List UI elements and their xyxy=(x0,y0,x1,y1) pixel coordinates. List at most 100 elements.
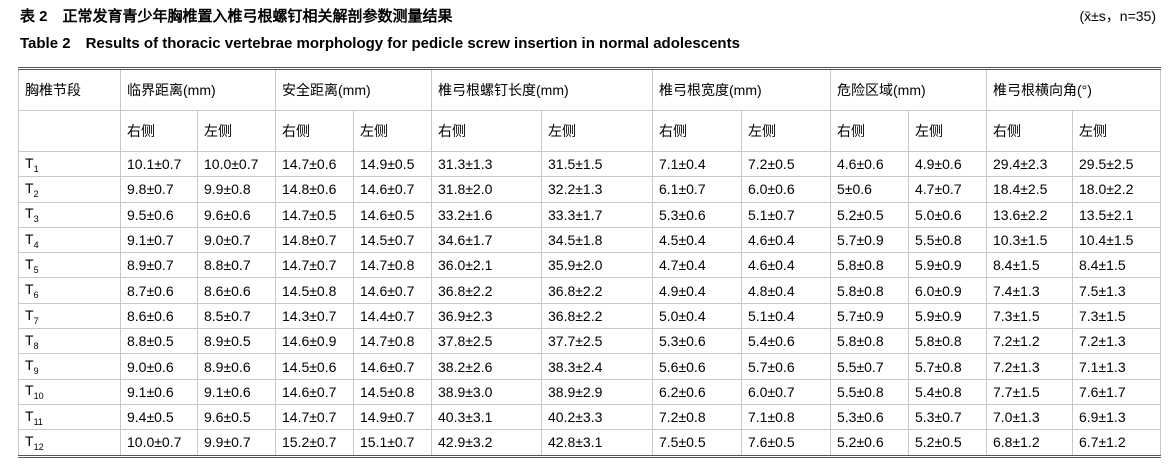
value-cell: 42.8±3.1 xyxy=(541,429,653,457)
segment-number: 3 xyxy=(33,214,39,225)
value-cell: 38.9±2.9 xyxy=(541,378,653,405)
segment-number: 1 xyxy=(33,163,39,174)
value-cell: 5.8±0.8 xyxy=(830,328,909,355)
value-cell: 9.9±0.7 xyxy=(197,429,276,457)
value-cell: 9.0±0.7 xyxy=(197,226,276,254)
value-cell: 7.3±1.5 xyxy=(986,302,1073,330)
side-header: 右侧 xyxy=(830,110,909,152)
value-cell: 5.3±0.6 xyxy=(830,403,909,431)
value-cell: 14.7±0.8 xyxy=(353,328,432,355)
value-cell: 14.3±0.7 xyxy=(275,302,354,330)
value-cell: 15.2±0.7 xyxy=(275,429,354,457)
value-cell: 31.3±1.3 xyxy=(431,150,542,178)
side-header: 右侧 xyxy=(120,110,198,152)
segment-letter: T xyxy=(25,154,34,171)
side-header: 左侧 xyxy=(908,110,987,152)
group-header: 安全距离(mm) xyxy=(275,68,432,111)
value-cell: 40.3±3.1 xyxy=(431,403,542,431)
side-header: 右侧 xyxy=(431,110,542,152)
value-cell: 14.8±0.6 xyxy=(275,176,354,203)
value-cell: 6.0±0.6 xyxy=(741,176,831,203)
value-cell: 15.1±0.7 xyxy=(353,429,432,457)
value-cell: 32.2±1.3 xyxy=(541,176,653,203)
segment-letter: T xyxy=(25,180,34,197)
value-cell: 7.1±1.3 xyxy=(1072,353,1161,380)
value-cell: 5.9±0.9 xyxy=(908,252,987,279)
value-cell: 35.9±2.0 xyxy=(541,252,653,279)
value-cell: 14.7±0.8 xyxy=(353,252,432,279)
value-cell: 7.7±1.5 xyxy=(986,378,1073,405)
value-cell: 14.4±0.7 xyxy=(353,302,432,330)
segment-number: 6 xyxy=(33,290,39,301)
segment-cell: T1 xyxy=(18,150,121,178)
value-cell: 8.9±0.5 xyxy=(197,328,276,355)
value-cell: 8.9±0.6 xyxy=(197,353,276,380)
data-row: T7 8.6±0.6 8.5±0.7 14.3±0.7 14.4±0.7 36.9±2.3… xyxy=(18,302,1161,330)
value-cell: 9.9±0.8 xyxy=(197,176,276,203)
value-cell: 9.5±0.6 xyxy=(120,201,198,228)
value-cell: 13.5±2.1 xyxy=(1072,201,1161,228)
value-cell: 9.6±0.6 xyxy=(197,201,276,228)
side-header: 右侧 xyxy=(652,110,742,152)
value-cell: 14.9±0.7 xyxy=(353,403,432,431)
data-row: T8 8.8±0.5 8.9±0.5 14.6±0.9 14.7±0.8 37.8±2.5… xyxy=(18,328,1161,355)
value-cell: 38.2±2.6 xyxy=(431,353,542,380)
value-cell: 6.0±0.9 xyxy=(908,277,987,304)
value-cell: 14.7±0.6 xyxy=(275,150,354,178)
value-cell: 29.5±2.5 xyxy=(1072,150,1161,178)
side-header: 左侧 xyxy=(197,110,276,152)
value-cell: 14.7±0.7 xyxy=(275,403,354,431)
value-cell: 18.0±2.2 xyxy=(1072,176,1161,203)
value-cell: 14.7±0.7 xyxy=(275,252,354,279)
group-header: 椎弓根横向角(°) xyxy=(986,68,1161,111)
value-cell: 10.3±1.5 xyxy=(986,226,1073,254)
segment-number: 11 xyxy=(33,416,43,427)
value-cell: 36.8±2.2 xyxy=(431,277,542,304)
segment-cell: T11 xyxy=(18,403,121,431)
segment-cell: T5 xyxy=(18,252,121,279)
value-cell: 7.5±1.3 xyxy=(1072,277,1161,304)
data-row: T10 9.1±0.6 9.1±0.6 14.6±0.7 14.5±0.8 38.9±3.… xyxy=(18,378,1161,405)
value-cell: 36.0±2.1 xyxy=(431,252,542,279)
segment-number: 4 xyxy=(33,239,39,250)
value-cell: 7.2±0.8 xyxy=(652,403,742,431)
value-cell: 10.4±1.5 xyxy=(1072,226,1161,254)
value-cell: 36.8±2.2 xyxy=(541,302,653,330)
value-cell: 8.6±0.6 xyxy=(120,302,198,330)
segment-letter: T xyxy=(25,407,34,424)
value-cell: 4.7±0.7 xyxy=(908,176,987,203)
value-cell: 10.0±0.7 xyxy=(197,150,276,178)
value-cell: 4.8±0.4 xyxy=(741,277,831,304)
data-row: T12 10.0±0.7 9.9±0.7 15.2±0.7 15.1±0.7 42.9±3… xyxy=(18,429,1161,457)
data-row: T5 8.9±0.7 8.8±0.7 14.7±0.7 14.7±0.8 36.0±2.1… xyxy=(18,252,1161,279)
value-cell: 8.5±0.7 xyxy=(197,302,276,330)
value-cell: 14.8±0.7 xyxy=(275,226,354,254)
side-header: 右侧 xyxy=(986,110,1073,152)
value-cell: 4.6±0.4 xyxy=(741,226,831,254)
value-cell: 4.6±0.6 xyxy=(830,150,909,178)
header-row: 胸椎节段 临界距离(mm) 安全距离(mm) 椎弓根螺钉长度(mm) 椎弓根宽度(mm)… xyxy=(18,68,1161,111)
value-cell: 13.6±2.2 xyxy=(986,201,1073,228)
value-cell: 5.3±0.6 xyxy=(652,328,742,355)
value-cell: 38.3±2.4 xyxy=(541,353,653,380)
value-cell: 5.5±0.8 xyxy=(830,378,909,405)
segment-number: 7 xyxy=(33,315,39,326)
value-cell: 7.4±1.3 xyxy=(986,277,1073,304)
value-cell: 34.6±1.7 xyxy=(431,226,542,254)
value-cell: 4.5±0.4 xyxy=(652,226,742,254)
segment-letter: T xyxy=(25,331,34,348)
segment-cell: T8 xyxy=(18,328,121,355)
value-cell: 5.1±0.7 xyxy=(741,201,831,228)
value-cell: 7.2±1.2 xyxy=(986,328,1073,355)
segment-number: 8 xyxy=(33,340,39,351)
value-cell: 5.0±0.4 xyxy=(652,302,742,330)
value-cell: 5.3±0.6 xyxy=(652,201,742,228)
value-cell: 7.0±1.3 xyxy=(986,403,1073,431)
value-cell: 5.5±0.8 xyxy=(908,226,987,254)
group-header: 临界距离(mm) xyxy=(120,68,276,111)
value-cell: 7.1±0.8 xyxy=(741,403,831,431)
value-cell: 4.9±0.4 xyxy=(652,277,742,304)
value-cell: 5.3±0.7 xyxy=(908,403,987,431)
value-cell: 5.1±0.4 xyxy=(741,302,831,330)
